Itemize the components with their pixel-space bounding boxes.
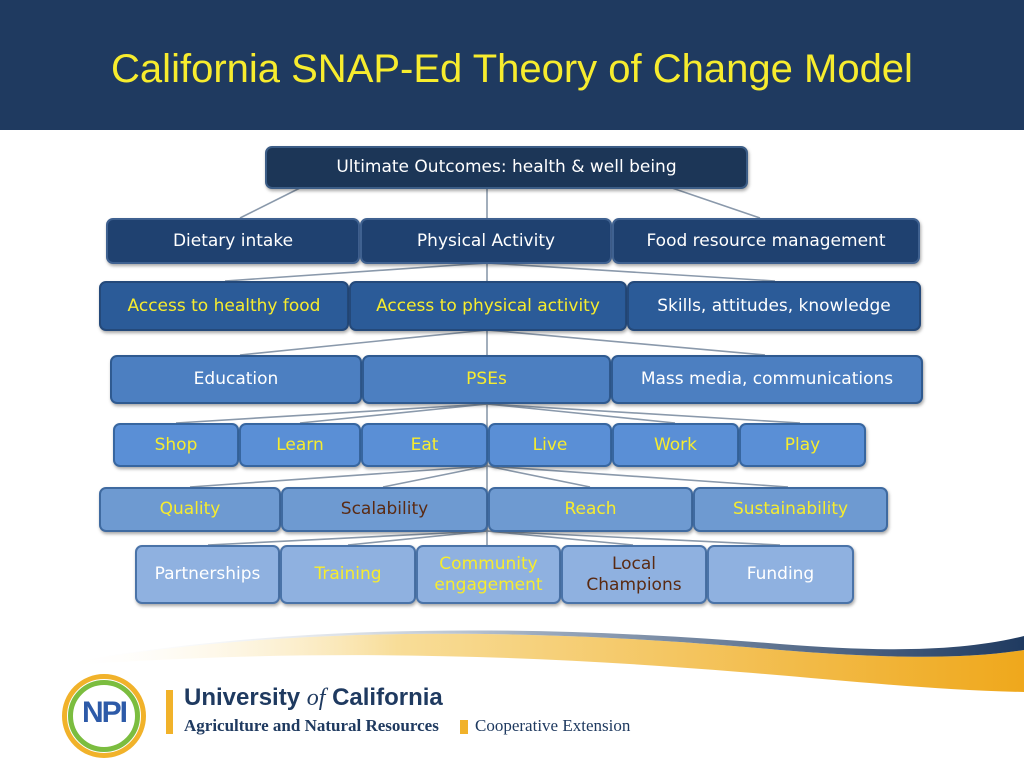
box-scalability: Scalability [281, 487, 488, 532]
npi-logo-text: NPI [81, 696, 128, 729]
box-community-engagement: Community engagement [416, 545, 561, 604]
page-title: California SNAP-Ed Theory of Change Mode… [111, 47, 913, 91]
box-quality: Quality [99, 487, 281, 532]
box-dietary-intake: Dietary intake [106, 218, 360, 264]
box-local-champions: Local Champions [561, 545, 707, 604]
box-live: Live [488, 423, 612, 467]
footer-wave [60, 630, 1024, 692]
box-reach: Reach [488, 487, 693, 532]
division-name: Agriculture and Natural Resources [184, 716, 439, 735]
header-band [0, 0, 1024, 130]
box-shop: Shop [113, 423, 239, 467]
box-partnerships: Partnerships [135, 545, 280, 604]
box-physical-activity: Physical Activity [360, 218, 612, 264]
box-sustainability: Sustainability [693, 487, 888, 532]
box-training: Training [280, 545, 416, 604]
box-skills-attitudes-knowledge: Skills, attitudes, knowledge [627, 281, 921, 331]
box-learn: Learn [239, 423, 361, 467]
box-ultimate-outcomes: Ultimate Outcomes: health & well being [265, 146, 748, 189]
cooperative-extension-label: Cooperative Extension [475, 716, 631, 735]
box-access-physical-activity: Access to physical activity [349, 281, 627, 331]
box-funding: Funding [707, 545, 854, 604]
box-play: Play [739, 423, 866, 467]
box-access-healthy-food: Access to healthy food [99, 281, 349, 331]
uc-accent-bar [166, 690, 173, 734]
box-work: Work [612, 423, 739, 467]
box-food-resource-management: Food resource management [612, 218, 920, 264]
box-mass-media-communications: Mass media, communications [611, 355, 923, 404]
box-education: Education [110, 355, 362, 404]
box-eat: Eat [361, 423, 488, 467]
extension-accent-bar [460, 720, 468, 734]
university-name: University of California [184, 684, 443, 711]
box-pses: PSEs [362, 355, 611, 404]
npi-logo-inner-ring [68, 680, 140, 752]
